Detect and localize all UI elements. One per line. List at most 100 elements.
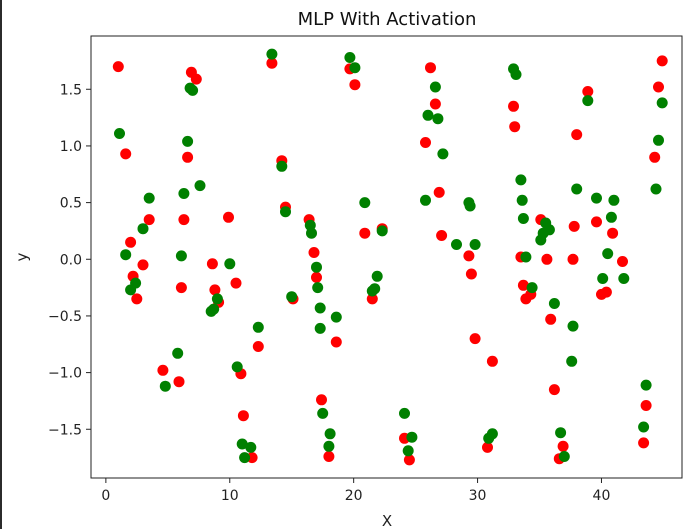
red-point-13 [190, 73, 202, 85]
green-point-42 [371, 270, 383, 282]
green-point-1 [120, 249, 132, 261]
green-point-28 [306, 227, 317, 239]
red-point-28 [308, 247, 320, 258]
green-point-25 [280, 206, 291, 218]
red-point-63 [568, 220, 580, 232]
red-point-20 [237, 410, 249, 422]
green-point-51 [437, 148, 449, 160]
green-point-48 [422, 109, 434, 121]
green-point-82 [638, 421, 650, 433]
red-point-70 [617, 256, 628, 267]
green-point-4 [137, 223, 149, 235]
green-point-26 [286, 291, 298, 303]
x-tick-label-2: 20 [345, 488, 363, 504]
red-point-74 [653, 81, 664, 93]
green-point-86 [656, 97, 668, 109]
green-point-19 [236, 438, 248, 450]
red-point-1 [120, 148, 132, 160]
green-point-45 [402, 445, 414, 457]
green-point-0 [114, 128, 125, 139]
green-point-59 [510, 69, 522, 80]
green-point-84 [650, 183, 662, 195]
y-tick-label-0: −1.5 [48, 422, 82, 438]
x-tick-label-1: 10 [221, 488, 239, 504]
y-axis-ticks: −1.5 −1.0 −0.5 0.0 0.5 1.0 1.5 [48, 82, 91, 438]
green-point-46 [406, 431, 418, 443]
green-point-60 [515, 174, 527, 186]
green-point-80 [608, 194, 620, 206]
green-point-44 [399, 407, 410, 419]
green-point-5 [143, 192, 155, 204]
green-point-29 [311, 261, 322, 273]
green-point-17 [224, 258, 236, 270]
red-point-22 [252, 341, 264, 352]
chart-title: MLP With Activation [298, 9, 477, 30]
green-point-49 [429, 81, 441, 93]
green-point-57 [486, 428, 498, 440]
green-point-34 [323, 440, 335, 452]
green-point-7 [172, 347, 184, 359]
green-point-63 [520, 251, 532, 263]
green-point-38 [349, 62, 361, 74]
green-point-52 [451, 239, 462, 250]
red-point-57 [541, 253, 553, 265]
green-point-68 [543, 224, 555, 236]
red-point-10 [178, 214, 190, 226]
red-point-36 [366, 293, 378, 305]
green-point-73 [567, 320, 579, 332]
red-point-35 [359, 227, 371, 239]
red-point-69 [607, 227, 619, 239]
green-point-71 [558, 451, 570, 462]
red-point-32 [330, 336, 342, 348]
red-point-11 [182, 151, 194, 163]
green-point-47 [420, 194, 431, 206]
y-tick-label-4: 0.5 [60, 196, 82, 212]
green-point-72 [566, 355, 578, 367]
red-point-2 [125, 236, 137, 248]
red-point-40 [420, 137, 431, 148]
red-point-48 [482, 441, 493, 453]
red-point-72 [640, 400, 652, 411]
y-tick-label-2: −0.5 [48, 309, 82, 325]
red-point-50 [508, 100, 519, 112]
red-point-6 [143, 214, 155, 226]
green-point-85 [653, 134, 664, 146]
red-point-18 [230, 277, 242, 289]
red-point-4 [131, 293, 143, 305]
green-point-61 [516, 194, 528, 206]
green-point-54 [464, 200, 476, 212]
green-point-64 [526, 282, 538, 294]
green-point-83 [640, 379, 652, 391]
green-point-31 [314, 302, 326, 314]
green-point-76 [591, 192, 602, 204]
green-point-22 [252, 321, 264, 333]
red-point-8 [173, 376, 185, 388]
red-point-0 [112, 61, 124, 73]
red-point-68 [600, 286, 612, 298]
green-point-35 [324, 428, 336, 440]
red-point-30 [316, 394, 327, 406]
green-point-78 [602, 248, 614, 260]
window-left-border [0, 0, 2, 529]
red-point-47 [469, 333, 481, 345]
red-point-17 [223, 211, 234, 223]
green-point-74 [571, 183, 583, 195]
red-point-62 [567, 253, 579, 265]
red-point-65 [582, 86, 594, 97]
green-point-55 [469, 239, 481, 250]
green-point-36 [330, 311, 342, 323]
green-point-10 [182, 135, 194, 147]
y-axis-label: y [13, 252, 31, 261]
plot-area [90, 35, 683, 479]
green-point-12 [187, 84, 199, 96]
green-point-24 [276, 160, 288, 172]
red-point-34 [349, 79, 361, 91]
green-point-79 [605, 211, 617, 223]
red-point-23 [266, 57, 278, 69]
red-point-29 [311, 271, 322, 283]
green-point-37 [344, 52, 356, 63]
red-point-15 [209, 284, 221, 296]
red-point-49 [486, 355, 498, 367]
red-point-42 [429, 98, 441, 110]
y-tick-label-5: 1.0 [60, 139, 82, 155]
